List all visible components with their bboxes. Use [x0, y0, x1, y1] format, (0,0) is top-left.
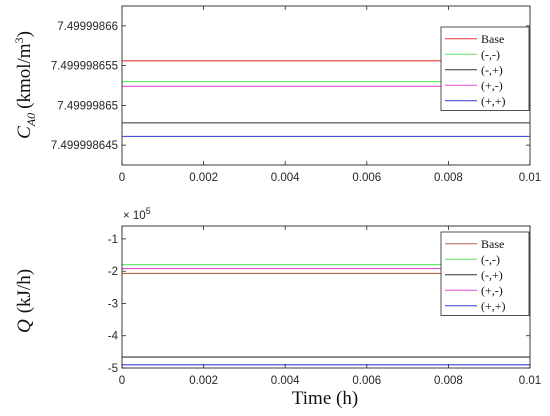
bottom-chart-legend: Base(-,-) (-,+)(+,-) (+,+)	[440, 231, 530, 316]
bottom-y-tick-label: -2	[108, 266, 118, 278]
top-x-tick-label: 0.008	[434, 172, 463, 184]
bottom-x-tick-label: 0.002	[189, 375, 218, 387]
top-plot-frame	[121, 5, 531, 166]
bottom-x-tick-label: 0.006	[352, 375, 381, 387]
top-legend-label-0: Base	[481, 32, 504, 46]
top-legend-label-3: (+,-)	[481, 78, 503, 92]
bottom-legend-label-2: (-,+)	[481, 268, 503, 282]
bottom-legend-label-1: (-,-)	[481, 252, 500, 266]
bottom-x-tick-label: 0	[119, 375, 125, 387]
bottom-plot-frame	[121, 225, 531, 369]
bottom-y-tick-label: -5	[108, 363, 118, 375]
bottom-legend-box	[440, 231, 530, 316]
top-x-tick-label: 0.006	[352, 172, 381, 184]
top-x-tick-label: 0.002	[189, 172, 218, 184]
bottom-chart-panel: 0 0.002 0.004 0.006 0.008 0.01 -1 -2 -3 -4 -5 × 10…	[14, 206, 541, 409]
bottom-legend-label-0: Base	[481, 237, 504, 251]
top-y-tick-label: 7.49999865	[57, 100, 118, 112]
top-x-tick-label: 0	[119, 172, 125, 184]
top-y-tick-label: 7.499998655	[51, 61, 118, 73]
bottom-y-tick-label: -3	[108, 298, 118, 310]
top-legend-label-4: (+,+)	[481, 94, 506, 108]
top-legend-box	[440, 26, 530, 111]
bottom-y-tick-label: -4	[108, 331, 119, 343]
bottom-legend-label-3: (+,-)	[481, 283, 503, 297]
top-y-tick-label: 7.49999866	[57, 21, 118, 33]
bottom-x-axis-label: Time (h)	[292, 388, 358, 409]
bottom-x-tick-label: 0.004	[271, 375, 300, 387]
bottom-x-tick-label: 0.01	[519, 375, 541, 387]
top-y-tick-label: 7.499998645	[51, 140, 118, 152]
bottom-chart-ticks: 0 0.002 0.004 0.006 0.008 0.01 -1 -2 -3 -4 -5	[108, 226, 541, 387]
bottom-x-tick-label: 0.008	[434, 375, 463, 387]
top-x-tick-label: 0.004	[271, 172, 300, 184]
bottom-y-axis-label: Q(kJ/h)	[14, 269, 35, 333]
bottom-y-tick-label: -1	[108, 234, 118, 246]
bottom-y-exponent-label: × 105	[123, 206, 151, 222]
top-chart-ticks: 0 0.002 0.004 0.006 0.008 0.01 7.499998645 7.49…	[51, 6, 541, 184]
bottom-legend-label-4: (+,+)	[481, 299, 506, 313]
top-legend-label-1: (-,-)	[481, 47, 500, 61]
top-y-axis-label: CA0(kmol/m3)	[12, 31, 38, 139]
top-legend-label-2: (-,+)	[481, 63, 503, 77]
top-x-tick-label: 0.01	[519, 172, 541, 184]
top-chart-legend: Base(-,-) (-,+)(+,-) (+,+)	[440, 26, 530, 111]
